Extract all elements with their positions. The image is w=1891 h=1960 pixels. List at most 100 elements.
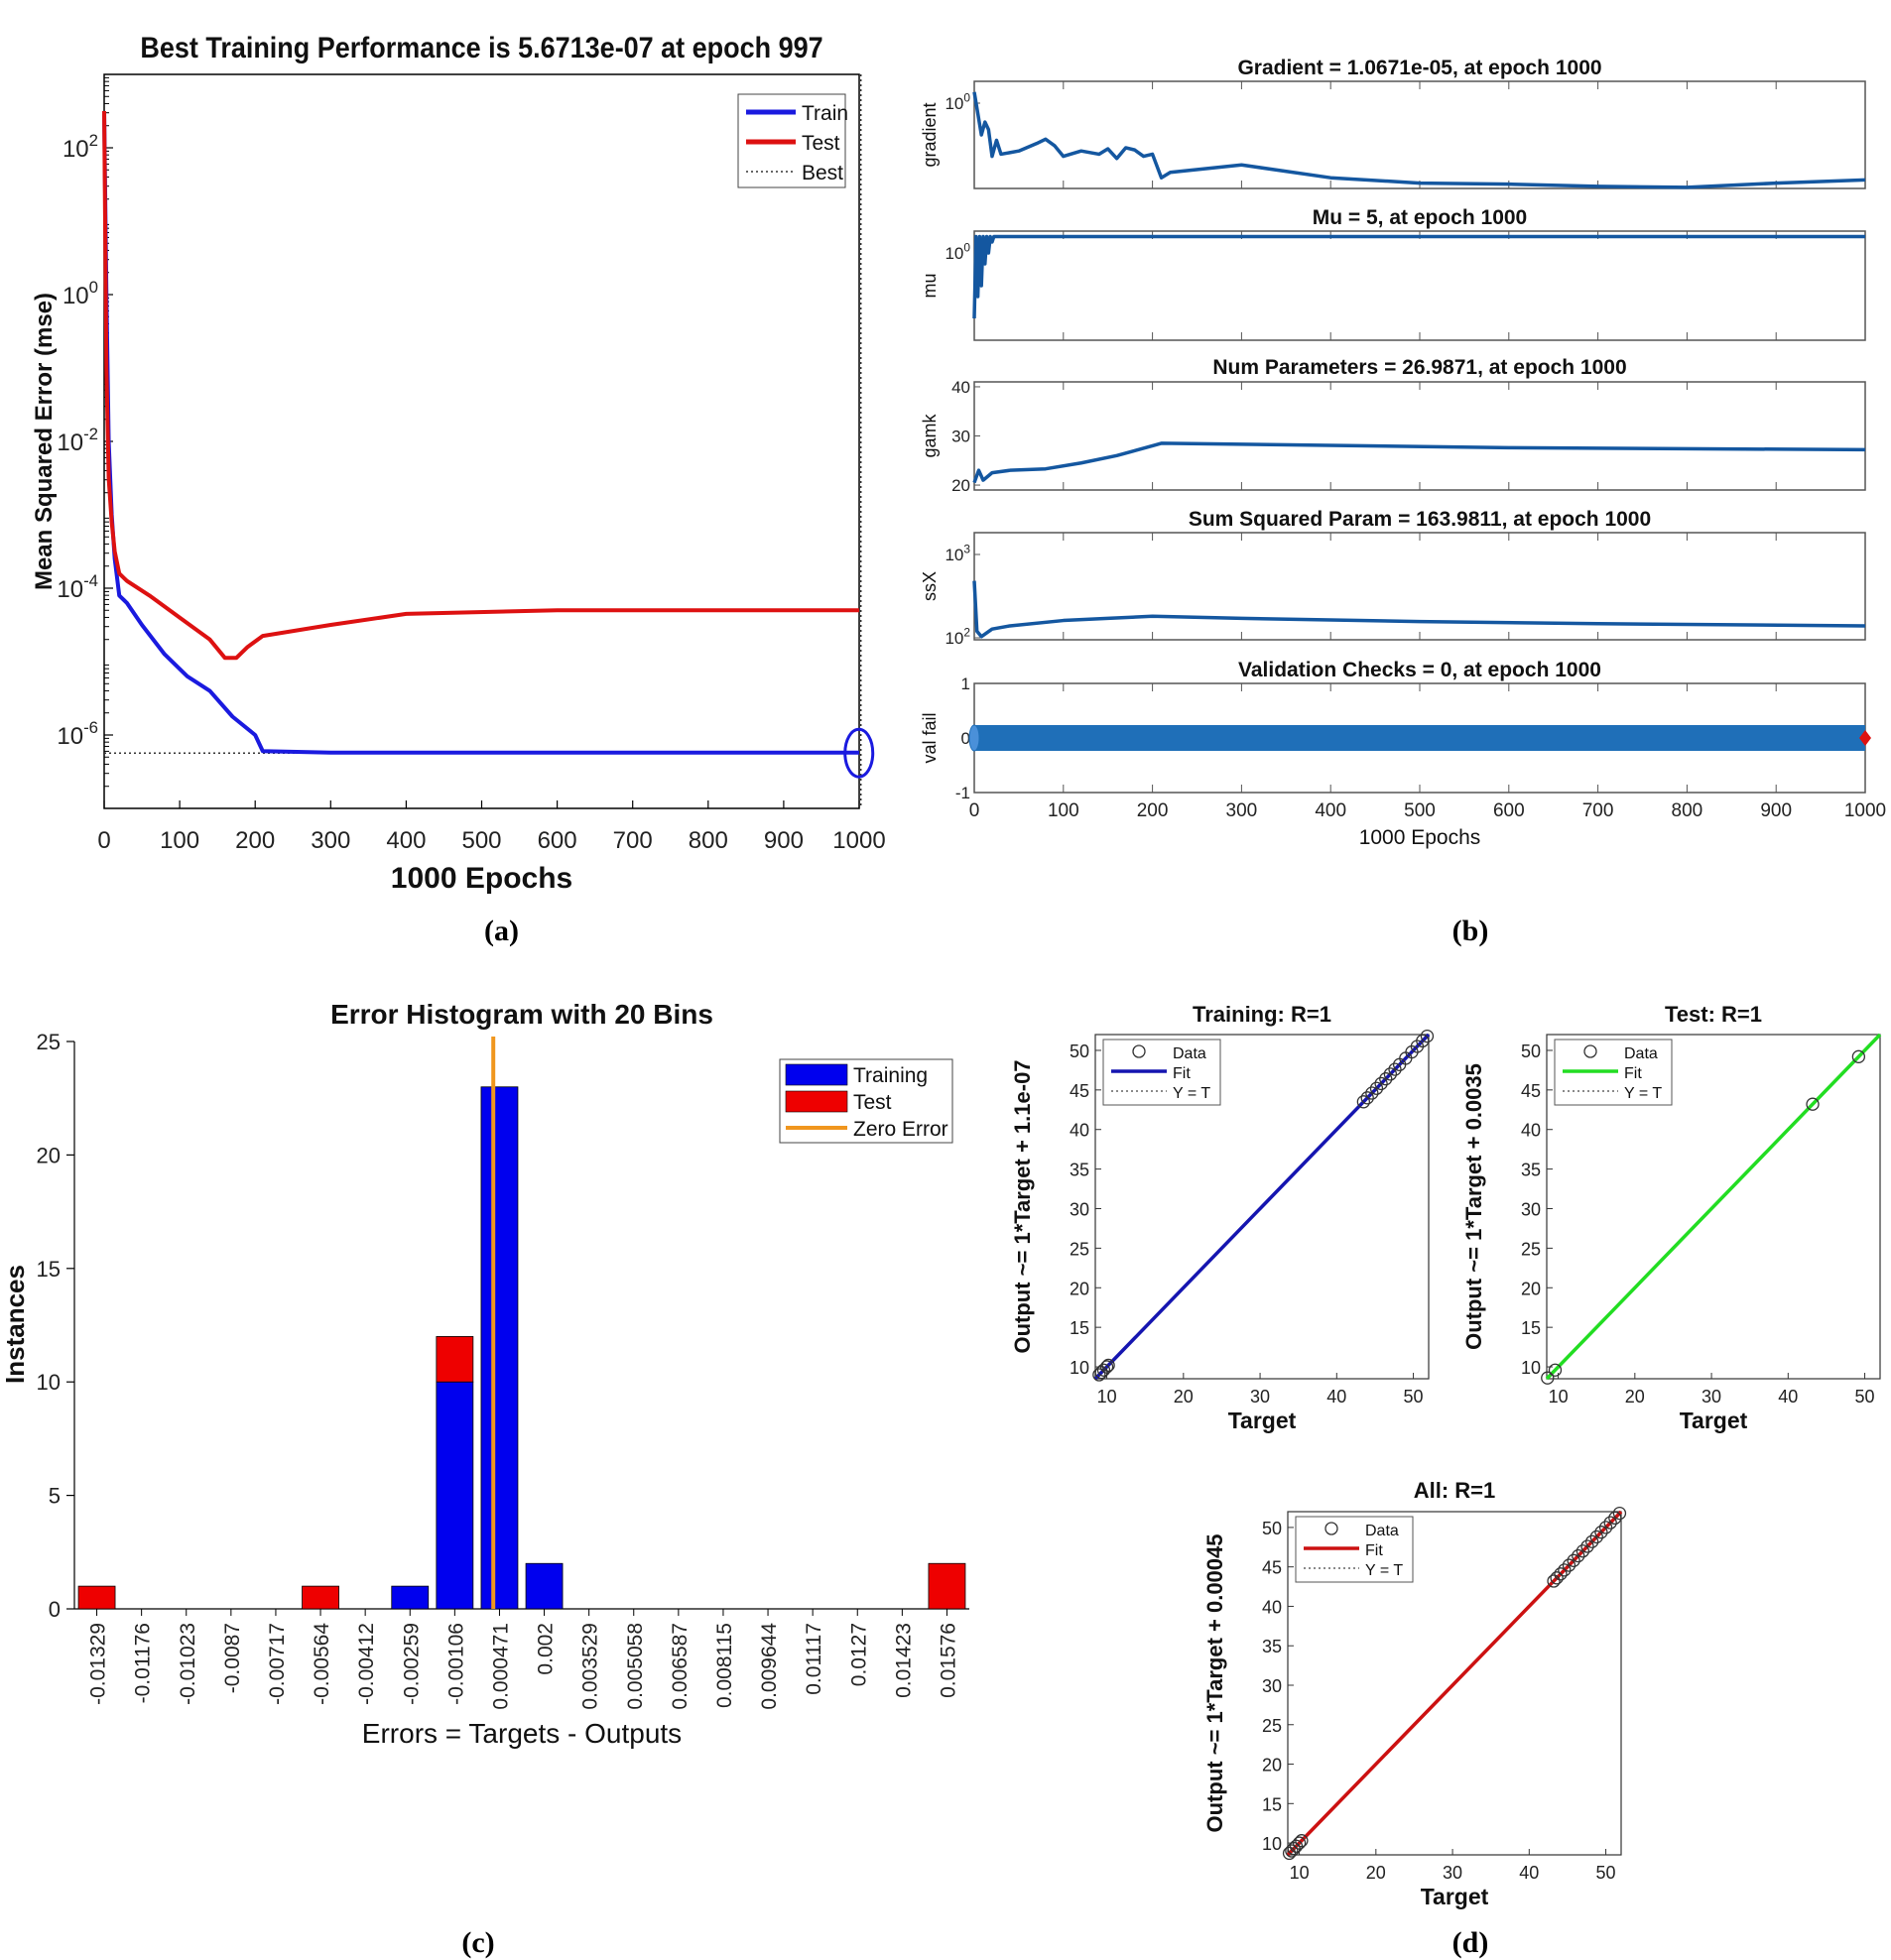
y-tick-label-d: 35 (1262, 1637, 1282, 1656)
subplot-title-b: Gradient = 1.0671e-05, at epoch 1000 (1237, 57, 1601, 79)
x-tick-label-a: 600 (538, 827, 577, 854)
x-tick-label-d: 50 (1596, 1863, 1616, 1883)
data-point (1356, 1095, 1370, 1109)
bar-training (480, 1086, 519, 1610)
x-tick-label-d: 30 (1443, 1863, 1462, 1883)
bar-test (77, 1585, 116, 1610)
subplot-series-b (972, 91, 1866, 189)
x-tick-label-a: 300 (311, 827, 350, 854)
data-point (1548, 1363, 1563, 1377)
x-tick-label-c: -0.00106 (444, 1623, 467, 1705)
y-tick-label-d: 40 (1262, 1597, 1282, 1617)
x-tick-label-a: 800 (689, 827, 728, 854)
x-tick-label-c: -0.0087 (221, 1623, 244, 1693)
subplot-ylabel-b: val fail (920, 712, 940, 763)
y-tick-label-a-exp: -6 (83, 718, 98, 737)
data-point (1589, 1530, 1603, 1544)
legend-label-a: Train (802, 102, 848, 125)
y-tick-label-d: 20 (1521, 1279, 1541, 1298)
y-tick-label-d: 40 (1521, 1121, 1541, 1141)
subplot-series-b (972, 580, 1866, 639)
data-point (1576, 1544, 1590, 1558)
x-tick-label-d: 10 (1097, 1387, 1117, 1407)
plot-title-d: Training: R=1 (1193, 1002, 1331, 1027)
y-tick-label-c: 5 (49, 1484, 61, 1509)
y-tick-label-d: 20 (1262, 1756, 1282, 1776)
legend-label-d: Y = T (1173, 1085, 1210, 1102)
panel-d: Training: R=1 10 20 30 40 50 10 15 20 25 30 35 40 45 5… (1010, 1002, 1882, 1959)
y-label-a: Mean Squared Error (mse) (31, 293, 58, 590)
y-tick-label-a-base: 10 (57, 576, 83, 603)
y-tick-label-b: 1 (961, 674, 970, 693)
subplot-title-b: Sum Squared Param = 163.9811, at epoch 1… (1189, 508, 1651, 531)
y-tick-label-b-exp: 3 (963, 542, 970, 555)
x-tick-label-d: 30 (1250, 1387, 1270, 1407)
data-point (1096, 1363, 1111, 1377)
y-tick-label-a-exp: -4 (83, 571, 98, 590)
x-tick-label-c: -0.01176 (132, 1623, 155, 1703)
x-tick-label-b: 300 (1226, 800, 1258, 821)
y-tick-label-d: 25 (1521, 1239, 1541, 1259)
y-tick-label-d: 10 (1521, 1358, 1541, 1378)
x-tick-label-c: 0.01423 (892, 1623, 915, 1698)
y-tick-label-d: 30 (1262, 1676, 1282, 1696)
y-tick-label-b: 100 (945, 240, 970, 263)
val-fail-start (968, 724, 980, 752)
y-tick-label-b: 102 (945, 625, 970, 648)
bar-training (391, 1585, 430, 1610)
data-point (1416, 1034, 1430, 1048)
y-tick-label-a: 10-6 (57, 718, 98, 750)
legend-label-a: Best (802, 162, 843, 184)
subplot-ylabel-b: gradient (920, 102, 940, 167)
y-tick-label-a-base: 10 (57, 429, 83, 456)
x-tick-label-b: 0 (969, 800, 980, 821)
subplot-area-b (973, 80, 1866, 189)
panel-label-d: (d) (1452, 1926, 1489, 1959)
data-point (1420, 1029, 1435, 1043)
data-point (1567, 1553, 1580, 1567)
x-tick-label-c: 0.003529 (579, 1623, 602, 1710)
legend-label-d: Fit (1365, 1542, 1383, 1559)
x-tick-label-b: 200 (1137, 800, 1169, 821)
data-point (1282, 1846, 1297, 1861)
x-tick-label-a: 1000 (832, 827, 885, 854)
data-point (1598, 1521, 1613, 1534)
data-point (1584, 1534, 1599, 1548)
y-tick-label-b: 100 (945, 90, 970, 113)
y-tick-label-d: 50 (1070, 1041, 1089, 1061)
title-a: Best Training Performance is 5.6713e-07 … (140, 32, 822, 65)
x-tick-label-b: 900 (1760, 800, 1792, 821)
data-point (1572, 1548, 1585, 1563)
data-point (1360, 1091, 1374, 1105)
y-tick-label-b-exp: 0 (963, 90, 970, 104)
y-tick-label-a-exp: -2 (83, 425, 98, 443)
legend-label-a: Test (802, 132, 840, 155)
y-tick-label-d: 45 (1521, 1081, 1541, 1101)
x-tick-label-c: -0.01329 (87, 1623, 110, 1705)
x-tick-label-b: 1000 (1844, 800, 1886, 821)
y-tick-label-c: 10 (37, 1370, 61, 1395)
x-tick-label-c: -0.00717 (266, 1623, 289, 1705)
panel-label-a: (a) (484, 915, 519, 947)
legend-swatch-d (1132, 1044, 1146, 1058)
x-tick-label-a: 200 (235, 827, 275, 854)
x-tick-label-b: 600 (1493, 800, 1525, 821)
data-point (1603, 1516, 1617, 1530)
plot-title-d: All: R=1 (1414, 1478, 1496, 1503)
y-tick-label-a: 102 (63, 131, 98, 163)
x-tick-label-d: 50 (1855, 1387, 1875, 1407)
y-tick-label-d: 45 (1070, 1081, 1089, 1101)
x-tick-label-b: 800 (1672, 800, 1703, 821)
subplot-area-b (973, 381, 1866, 491)
subplot-series-b (972, 441, 1866, 484)
x-tick-label-a: 900 (764, 827, 804, 854)
legend-swatch-c (785, 1063, 848, 1086)
x-label-d: Target (1421, 1884, 1489, 1909)
data-point (1365, 1086, 1379, 1100)
y-tick-label-d: 25 (1262, 1716, 1282, 1736)
y-tick-label-d: 30 (1070, 1199, 1089, 1219)
y-tick-label-a-exp: 2 (89, 131, 98, 150)
y-tick-label-b-base: 10 (945, 244, 963, 263)
x-tick-label-c: 0.0127 (847, 1623, 870, 1686)
